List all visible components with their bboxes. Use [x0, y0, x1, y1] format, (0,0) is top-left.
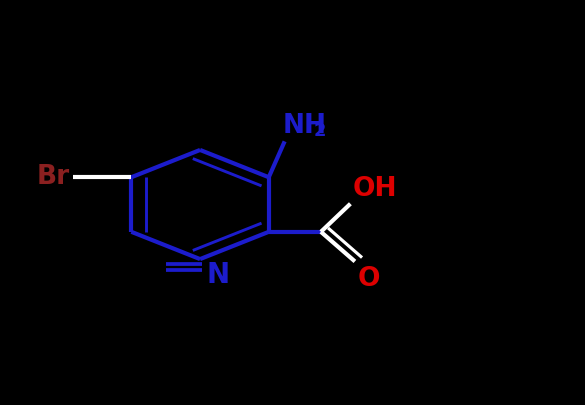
Text: Br: Br — [37, 164, 70, 190]
Text: OH: OH — [353, 176, 397, 202]
Text: 2: 2 — [314, 122, 326, 141]
Text: N: N — [207, 261, 230, 289]
Text: NH: NH — [283, 113, 326, 139]
Text: O: O — [357, 266, 380, 292]
